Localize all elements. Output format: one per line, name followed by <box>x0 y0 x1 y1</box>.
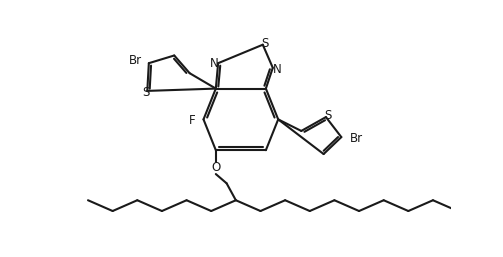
Text: S: S <box>262 38 269 50</box>
Text: N: N <box>210 57 219 70</box>
Text: O: O <box>211 161 220 175</box>
Text: N: N <box>273 63 282 76</box>
Text: S: S <box>324 109 331 122</box>
Text: F: F <box>189 114 195 127</box>
Text: S: S <box>142 86 149 99</box>
Text: Br: Br <box>350 132 363 145</box>
Text: Br: Br <box>128 54 141 67</box>
